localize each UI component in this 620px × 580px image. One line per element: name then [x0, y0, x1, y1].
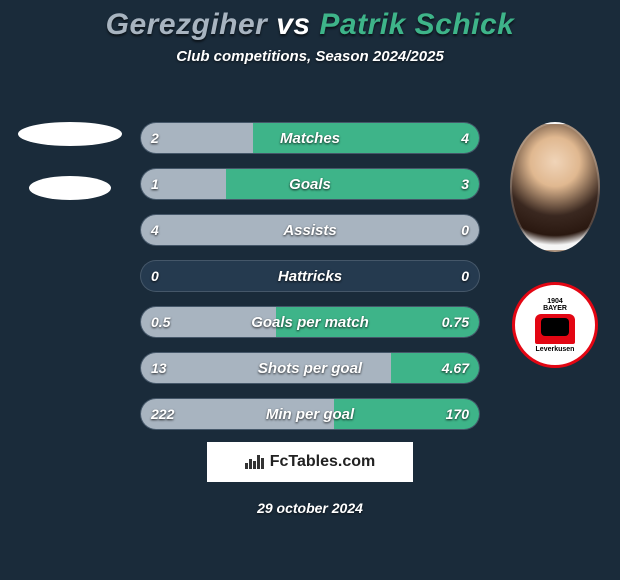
stat-label: Goals — [141, 169, 479, 199]
player2-club-badge: 1904 BAYER Leverkusen — [512, 282, 598, 368]
stat-row: 00Hattricks — [140, 260, 480, 292]
stat-label: Shots per goal — [141, 353, 479, 383]
player2-photo — [510, 122, 600, 252]
stat-label: Matches — [141, 123, 479, 153]
title-player1: Gerezgiher — [106, 8, 268, 41]
player1-photo-placeholder — [18, 122, 122, 146]
badge-lion-icon — [535, 314, 575, 344]
title: Gerezgiher vs Patrik Schick — [0, 8, 620, 42]
stat-label: Goals per match — [141, 307, 479, 337]
subtitle: Club competitions, Season 2024/2025 — [0, 48, 620, 65]
stat-row: 24Matches — [140, 122, 480, 154]
stat-label: Hattricks — [141, 261, 479, 291]
stat-row: 222170Min per goal — [140, 398, 480, 430]
badge-name-top: BAYER — [543, 305, 567, 312]
stat-row: 40Assists — [140, 214, 480, 246]
footer-site: FcTables.com — [270, 453, 376, 471]
badge-year: 1904 — [547, 298, 563, 305]
stat-row: 13Goals — [140, 168, 480, 200]
footer-attribution: FcTables.com — [207, 442, 413, 482]
badge-name-bottom: Leverkusen — [536, 346, 575, 353]
stat-row: 134.67Shots per goal — [140, 352, 480, 384]
fctables-logo-icon — [245, 455, 264, 469]
player-left-area — [10, 122, 130, 200]
stat-label: Assists — [141, 215, 479, 245]
comparison-card: Gerezgiher vs Patrik Schick Club competi… — [0, 0, 620, 580]
stat-row: 0.50.75Goals per match — [140, 306, 480, 338]
footer-date: 29 october 2024 — [0, 500, 620, 516]
title-vs: vs — [276, 8, 310, 41]
player-right-area: 1904 BAYER Leverkusen — [490, 122, 620, 368]
stats-area: 24Matches 13Goals 40Assists 00Hattricks 0.50… — [140, 122, 480, 444]
player1-club-placeholder — [29, 176, 111, 200]
stat-label: Min per goal — [141, 399, 479, 429]
title-player2: Patrik Schick — [319, 8, 514, 41]
